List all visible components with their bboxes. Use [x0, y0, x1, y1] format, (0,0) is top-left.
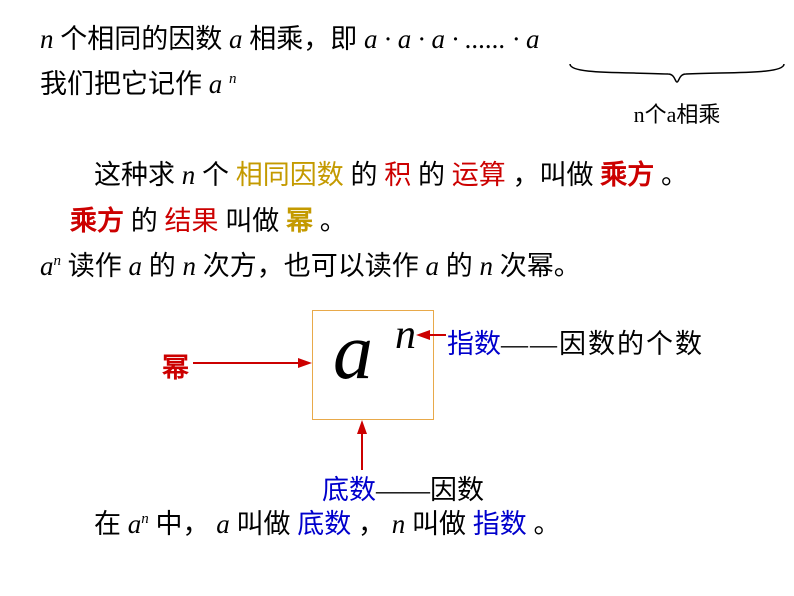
word-operation: 运算 — [452, 160, 506, 190]
underbrace: n个a相乘 — [568, 54, 786, 132]
word-power: 乘方 — [70, 206, 124, 236]
var-n: n — [183, 251, 197, 281]
var-a: a — [129, 251, 143, 281]
word-zhishu: 指数 — [473, 509, 527, 539]
sup-n: n — [229, 71, 237, 87]
sup-n: n — [141, 511, 149, 527]
var-n: n — [480, 251, 494, 281]
var-n: n — [40, 24, 54, 54]
text: 叫做 — [225, 206, 279, 236]
text: 个相同的因数 — [60, 24, 229, 54]
text: 。 — [661, 160, 688, 190]
text: ，叫做 — [513, 160, 594, 190]
slide-content: n 个相同的因数 a 相乘，即 a · a · a · ...... · a n… — [0, 0, 794, 288]
text: 次方，也可以读作 — [203, 251, 419, 281]
var-a: a — [209, 69, 223, 99]
zhishu-desc: ——因数的个数 — [501, 329, 704, 359]
text: 中， — [156, 509, 210, 539]
label-dishu: 底数——因数 — [322, 468, 484, 507]
text: 的 — [418, 160, 445, 190]
power-diagram: 幂 a n 指数——因数的个数 底数——因数 — [47, 300, 747, 500]
diagram-n: n — [395, 311, 416, 359]
text: 这种求 — [94, 160, 182, 190]
word-product: 积 — [384, 160, 411, 190]
var-n: n — [182, 160, 196, 190]
text: 相乘，即 — [249, 24, 364, 54]
text: 在 — [94, 509, 128, 539]
dishu-desc: ——因数 — [376, 475, 484, 505]
text: 叫做 — [412, 509, 466, 539]
text: 我们把它记作 — [40, 69, 202, 99]
brace-label: n个a相乘 — [568, 97, 786, 132]
text: ， — [358, 509, 385, 539]
text: 个 — [202, 160, 229, 190]
text: 读作 — [68, 251, 122, 281]
text: 的 — [351, 160, 378, 190]
label-mi: 幂 — [162, 346, 189, 385]
text: 次幂。 — [500, 251, 581, 281]
diagram-a: a — [333, 307, 373, 398]
word-result: 结果 — [165, 206, 219, 236]
word-zhishu: 指数 — [447, 329, 501, 359]
var-a: a — [216, 509, 230, 539]
var-a: a — [229, 24, 243, 54]
word-power: 乘方 — [600, 160, 654, 190]
power-box: a n — [312, 310, 434, 420]
label-zhishu: 指数——因数的个数 — [447, 322, 704, 361]
brace-icon — [568, 62, 786, 84]
line-6: 在 an 中， a 叫做 底数 ， n 叫做 指数 。 — [40, 502, 794, 541]
product-expr: a · a · a · ...... · a — [364, 24, 540, 54]
line-3: 这种求 n 个 相同因数 的 积 的 运算 ，叫做 乘方 。 — [40, 154, 754, 197]
arrow-left-icon — [193, 356, 312, 370]
word-mi: 幂 — [286, 206, 313, 236]
line-4: 乘方 的 结果 叫做 幂 。 — [40, 200, 754, 243]
var-a: a — [128, 509, 142, 539]
word-same-factor: 相同因数 — [236, 160, 344, 190]
var-a: a — [40, 251, 54, 281]
var-a: a — [426, 251, 440, 281]
text: 。 — [534, 509, 561, 539]
text: 的 — [446, 251, 480, 281]
sup-n: n — [54, 253, 62, 269]
var-n: n — [392, 509, 406, 539]
text: 。 — [320, 206, 347, 236]
text: 的 — [131, 206, 158, 236]
arrow-right-icon — [416, 328, 446, 342]
word-dishu: 底数 — [297, 509, 351, 539]
line-5: an 读作 a 的 n 次方，也可以读作 a 的 n 次幂。 — [40, 245, 754, 288]
text: 叫做 — [237, 509, 291, 539]
word-dishu: 底数 — [322, 475, 376, 505]
line-1: n 个相同的因数 a 相乘，即 a · a · a · ...... · a n… — [40, 18, 754, 61]
text: 的 — [149, 251, 176, 281]
arrow-up-icon — [355, 420, 369, 470]
